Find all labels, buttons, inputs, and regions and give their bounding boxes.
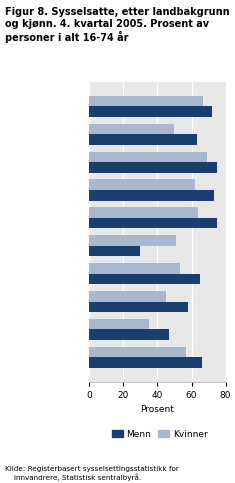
- Bar: [89, 246, 141, 256]
- Bar: [89, 124, 174, 134]
- Bar: [89, 218, 217, 228]
- Bar: [89, 162, 217, 173]
- Bar: [89, 179, 195, 190]
- Bar: [89, 347, 186, 357]
- Bar: [89, 329, 169, 340]
- Bar: [89, 301, 188, 312]
- Legend: Menn, Kvinner: Menn, Kvinner: [108, 426, 211, 442]
- Text: Kilde: Registerbasert sysselsettingsstatistikk for
    innvandrere, Statistisk s: Kilde: Registerbasert sysselsettingsstat…: [5, 466, 179, 481]
- Text: Figur 8. Sysselsatte, etter landbakgrunn
og kjønn. 4. kvartal 2005. Prosent av
p: Figur 8. Sysselsatte, etter landbakgrunn…: [5, 7, 229, 43]
- Bar: [89, 235, 176, 246]
- Bar: [89, 152, 207, 162]
- Bar: [89, 263, 180, 274]
- Bar: [89, 106, 212, 117]
- Bar: [89, 96, 204, 106]
- Bar: [89, 190, 214, 200]
- Bar: [89, 274, 200, 284]
- Bar: [89, 319, 149, 329]
- X-axis label: Prosent: Prosent: [141, 405, 174, 414]
- Bar: [89, 291, 166, 301]
- Bar: [89, 357, 202, 368]
- Bar: [89, 207, 198, 218]
- Bar: [89, 134, 197, 145]
